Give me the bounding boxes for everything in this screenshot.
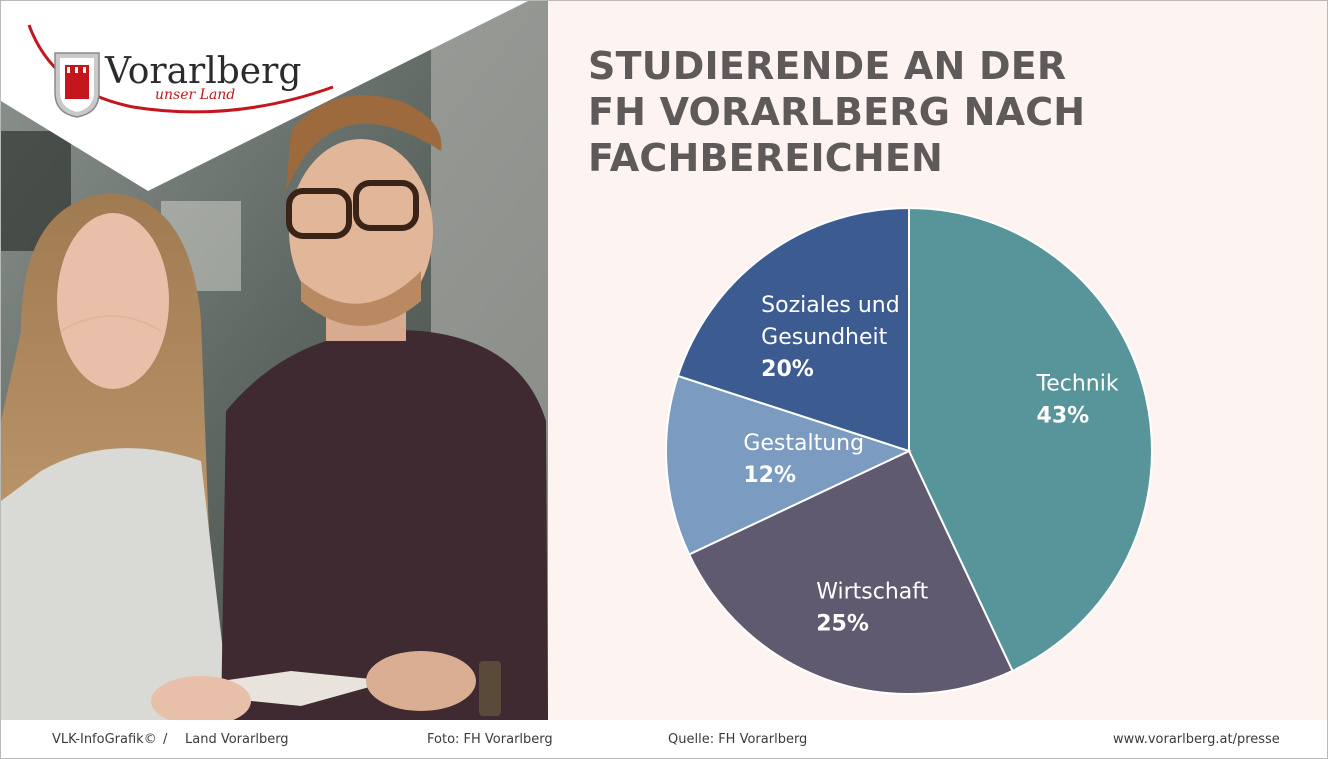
slice-percent-label: 12% (743, 463, 796, 488)
vorarlberg-logo: Vorarlberg unser Land (23, 21, 343, 131)
photo-students (1, 1, 548, 720)
slice-label-3: Soziales und Gesundheit 20% (761, 293, 900, 382)
pie-slice-2 (665, 374, 912, 556)
footer-org: Land Vorarlberg (185, 732, 289, 747)
chart-title: STUDIERENDE AN DER FH VORARLBERG NACH FA… (588, 43, 1288, 181)
footer-credit: VLK-InfoGrafik© (52, 732, 157, 747)
slice-percent-label: 20% (761, 357, 814, 382)
slice-percent-label: 25% (816, 612, 869, 637)
pie-slice-1 (687, 449, 1014, 695)
pie-chart: Technik 43% Wirtschaft 25% Gestaltung 12% Sozi… (665, 206, 1153, 695)
logo-tagline: unser Land (155, 87, 236, 103)
slice-label-text: Soziales und (761, 293, 900, 318)
footer-bar: VLK-InfoGrafik© / Land Vorarlberg Foto: … (1, 720, 1327, 758)
slice-label-1: Wirtschaft 25% (816, 580, 928, 637)
slice-label-2: Gestaltung 12% (743, 431, 864, 488)
footer-separator: / (163, 732, 168, 747)
slice-label-text: Technik (1036, 371, 1119, 396)
photo-illustration (1, 1, 548, 720)
footer-photo-credit: Foto: FH Vorarlberg (427, 732, 553, 747)
footer-url[interactable]: www.vorarlberg.at/presse (1113, 732, 1280, 747)
slice-percent-label: 43% (1037, 403, 1090, 428)
pie-slice-0 (908, 206, 1153, 673)
logo-swoosh (27, 24, 334, 118)
slice-label-text: Gestaltung (743, 431, 864, 456)
chart-panel: STUDIERENDE AN DER FH VORARLBERG NACH FA… (548, 1, 1327, 720)
title-line-2: FH VORARLBERG NACH (588, 90, 1086, 134)
slice-label-text: Wirtschaft (816, 580, 928, 605)
title-line-3: FACHBEREICHEN (588, 136, 944, 180)
slice-label-0: Technik 43% (1036, 371, 1119, 428)
logo-title: Vorarlberg (105, 51, 302, 92)
title-line-1: STUDIERENDE AN DER (588, 44, 1067, 88)
pie-slice-3 (676, 206, 910, 453)
slice-label-text: Gesundheit (761, 325, 887, 350)
footer-source: Quelle: FH Vorarlberg (668, 732, 808, 747)
